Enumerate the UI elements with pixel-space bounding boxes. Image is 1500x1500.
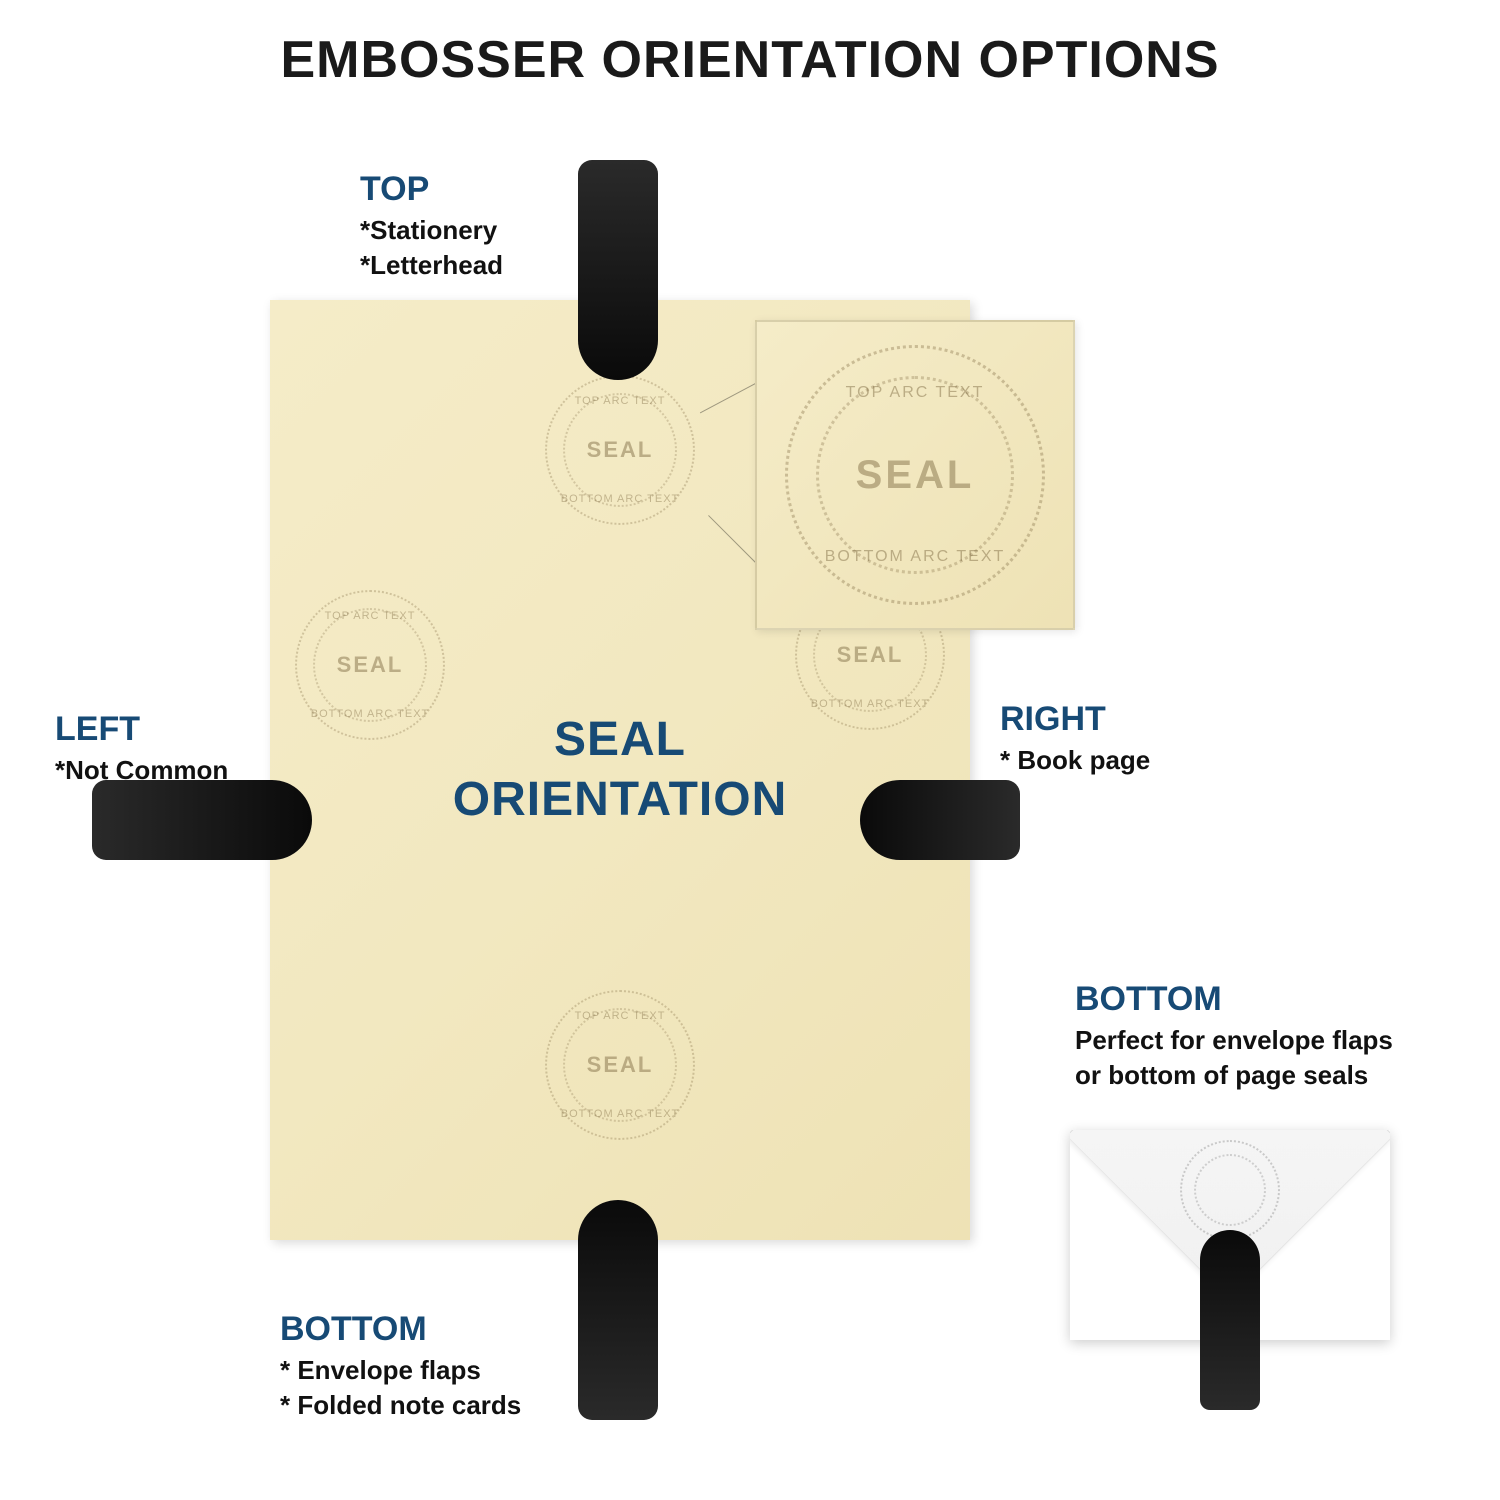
envelope-seal [1180, 1140, 1280, 1240]
zoom-seal-center: SEAL [856, 453, 975, 498]
embosser-bottom-icon [578, 1200, 658, 1420]
zoom-arc-bottom: BOTTOM ARC TEXT [825, 548, 1006, 566]
label-bottom-title: BOTTOM [280, 1310, 521, 1349]
embosser-top-icon [578, 160, 658, 380]
center-line2: ORIENTATION [453, 770, 788, 830]
seal-arc-top: TOP ARC TEXT [325, 610, 416, 622]
zoom-seal: TOP ARC TEXT SEAL BOTTOM ARC TEXT [785, 345, 1045, 605]
embosser-envelope-icon [1200, 1230, 1260, 1410]
seal-top: TOP ARC TEXT SEAL BOTTOM ARC TEXT [545, 375, 695, 525]
label-left: LEFT *Not Common [55, 710, 228, 788]
label-right-line1: * Book page [1000, 743, 1150, 778]
label-bottom-line1: * Envelope flaps [280, 1353, 521, 1388]
label-bottom-line2: * Folded note cards [280, 1388, 521, 1423]
label-bottom2-line2: or bottom of page seals [1075, 1058, 1393, 1093]
zoom-panel: TOP ARC TEXT SEAL BOTTOM ARC TEXT [755, 320, 1075, 630]
label-top-title: TOP [360, 170, 503, 209]
center-line1: SEAL [453, 710, 788, 770]
page-title: EMBOSSER ORIENTATION OPTIONS [0, 30, 1500, 90]
seal-center: SEAL [587, 1052, 654, 1078]
seal-center: SEAL [587, 437, 654, 463]
seal-center: SEAL [837, 642, 904, 668]
label-right-title: RIGHT [1000, 700, 1150, 739]
embosser-right-icon [860, 780, 1020, 860]
label-bottom2-line1: Perfect for envelope flaps [1075, 1023, 1393, 1058]
seal-arc-top: TOP ARC TEXT [575, 395, 666, 407]
label-top: TOP *Stationery *Letterhead [360, 170, 503, 283]
label-bottom2-title: BOTTOM [1075, 980, 1393, 1019]
seal-left: TOP ARC TEXT SEAL BOTTOM ARC TEXT [295, 590, 445, 740]
label-left-title: LEFT [55, 710, 228, 749]
label-top-line1: *Stationery [360, 213, 503, 248]
zoom-arc-top: TOP ARC TEXT [846, 384, 985, 402]
seal-arc-bottom: BOTTOM ARC TEXT [561, 1108, 680, 1120]
label-bottom: BOTTOM * Envelope flaps * Folded note ca… [280, 1310, 521, 1423]
seal-arc-bottom: BOTTOM ARC TEXT [811, 698, 930, 710]
seal-arc-top: TOP ARC TEXT [575, 1010, 666, 1022]
label-top-line2: *Letterhead [360, 248, 503, 283]
label-bottom-envelope: BOTTOM Perfect for envelope flaps or bot… [1075, 980, 1393, 1093]
label-right: RIGHT * Book page [1000, 700, 1150, 778]
seal-arc-bottom: BOTTOM ARC TEXT [311, 708, 430, 720]
label-left-line1: *Not Common [55, 753, 228, 788]
seal-arc-bottom: BOTTOM ARC TEXT [561, 493, 680, 505]
seal-bottom: TOP ARC TEXT SEAL BOTTOM ARC TEXT [545, 990, 695, 1140]
seal-center: SEAL [337, 652, 404, 678]
embosser-left-icon [92, 780, 312, 860]
paper-center-text: SEAL ORIENTATION [453, 710, 788, 830]
